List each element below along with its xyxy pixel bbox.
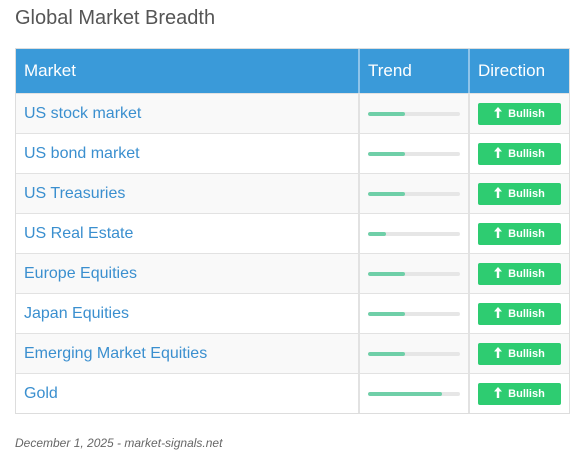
trend-cell xyxy=(360,134,470,173)
direction-cell: Bullish xyxy=(470,134,569,173)
table-row: Japan Equities Bullish xyxy=(16,293,569,333)
market-link[interactable]: US Real Estate xyxy=(24,224,134,242)
market-cell: US stock market xyxy=(16,94,360,133)
trend-cell xyxy=(360,334,470,373)
direction-cell: Bullish xyxy=(470,334,569,373)
direction-cell: Bullish xyxy=(470,94,569,133)
table-row: US Real Estate Bullish xyxy=(16,213,569,253)
table-row: US stock market Bullish xyxy=(16,93,569,133)
market-cell: Gold xyxy=(16,374,360,413)
market-link[interactable]: US bond market xyxy=(24,144,140,162)
header-cell-trend: Trend xyxy=(360,49,470,93)
trend-bar-fill xyxy=(368,351,405,356)
market-cell: US Treasuries xyxy=(16,174,360,213)
trend-bar xyxy=(368,151,460,156)
table-row: Emerging Market Equities Bullish xyxy=(16,333,569,373)
header-cell-market: Market xyxy=(16,49,360,93)
table-row: US Treasuries Bullish xyxy=(16,173,569,213)
header-label-direction: Direction xyxy=(478,61,546,80)
header-cell-direction: Direction xyxy=(470,49,569,93)
table-header: Market Trend Direction xyxy=(16,49,569,93)
bullish-badge[interactable]: Bullish xyxy=(478,102,561,125)
up-arrow-icon xyxy=(494,106,503,121)
direction-label: Bullish xyxy=(508,107,545,120)
trend-bar-fill xyxy=(368,151,405,156)
trend-bar-fill xyxy=(368,191,405,196)
direction-label: Bullish xyxy=(508,187,545,200)
bullish-badge[interactable]: Bullish xyxy=(478,182,561,205)
trend-cell xyxy=(360,294,470,333)
bullish-badge[interactable]: Bullish xyxy=(478,222,561,245)
direction-cell: Bullish xyxy=(470,294,569,333)
up-arrow-icon xyxy=(494,146,503,161)
market-link[interactable]: Gold xyxy=(24,384,58,402)
page-title: Global Market Breadth xyxy=(15,7,216,29)
trend-bar xyxy=(368,191,460,196)
trend-bar xyxy=(368,391,460,396)
direction-label: Bullish xyxy=(508,387,545,400)
trend-cell xyxy=(360,94,470,133)
direction-label: Bullish xyxy=(508,147,545,160)
direction-label: Bullish xyxy=(508,267,545,280)
market-link[interactable]: Europe Equities xyxy=(24,264,137,282)
up-arrow-icon xyxy=(494,386,503,401)
trend-bar-fill xyxy=(368,311,405,316)
trend-bar-fill xyxy=(368,271,405,276)
trend-bar-fill xyxy=(368,391,442,396)
trend-bar xyxy=(368,111,460,116)
trend-bar xyxy=(368,271,460,276)
market-link[interactable]: Emerging Market Equities xyxy=(24,344,208,362)
market-link[interactable]: Japan Equities xyxy=(24,304,129,322)
direction-label: Bullish xyxy=(508,307,545,320)
up-arrow-icon xyxy=(494,266,503,281)
market-cell: Japan Equities xyxy=(16,294,360,333)
up-arrow-icon xyxy=(494,186,503,201)
market-cell: Emerging Market Equities xyxy=(16,334,360,373)
trend-cell xyxy=(360,254,470,293)
market-cell: Europe Equities xyxy=(16,254,360,293)
bullish-badge[interactable]: Bullish xyxy=(478,382,561,405)
market-breadth-table: Market Trend Direction US stock market Bu… xyxy=(15,48,570,414)
table-row: US bond market Bullish xyxy=(16,133,569,173)
trend-bar xyxy=(368,351,460,356)
market-cell: US bond market xyxy=(16,134,360,173)
trend-cell xyxy=(360,174,470,213)
direction-cell: Bullish xyxy=(470,214,569,253)
footer-credit: December 1, 2025 - market-signals.net xyxy=(15,436,223,450)
direction-cell: Bullish xyxy=(470,174,569,213)
table-row: Europe Equities Bullish xyxy=(16,253,569,293)
trend-bar xyxy=(368,231,460,236)
direction-label: Bullish xyxy=(508,347,545,360)
up-arrow-icon xyxy=(494,226,503,241)
up-arrow-icon xyxy=(494,306,503,321)
trend-bar xyxy=(368,311,460,316)
bullish-badge[interactable]: Bullish xyxy=(478,262,561,285)
direction-cell: Bullish xyxy=(470,374,569,413)
market-link[interactable]: US Treasuries xyxy=(24,184,126,202)
up-arrow-icon xyxy=(494,346,503,361)
table-body: US stock market Bullish US bond market Bull… xyxy=(16,93,569,413)
market-cell: US Real Estate xyxy=(16,214,360,253)
table-row: Gold Bullish xyxy=(16,373,569,413)
bullish-badge[interactable]: Bullish xyxy=(478,342,561,365)
trend-bar-fill xyxy=(368,111,405,116)
direction-cell: Bullish xyxy=(470,254,569,293)
header-label-trend: Trend xyxy=(368,61,412,80)
header-label-market: Market xyxy=(24,61,76,80)
trend-cell xyxy=(360,374,470,413)
direction-label: Bullish xyxy=(508,227,545,240)
bullish-badge[interactable]: Bullish xyxy=(478,142,561,165)
trend-bar-fill xyxy=(368,231,387,236)
trend-cell xyxy=(360,214,470,253)
market-link[interactable]: US stock market xyxy=(24,104,142,122)
bullish-badge[interactable]: Bullish xyxy=(478,302,561,325)
